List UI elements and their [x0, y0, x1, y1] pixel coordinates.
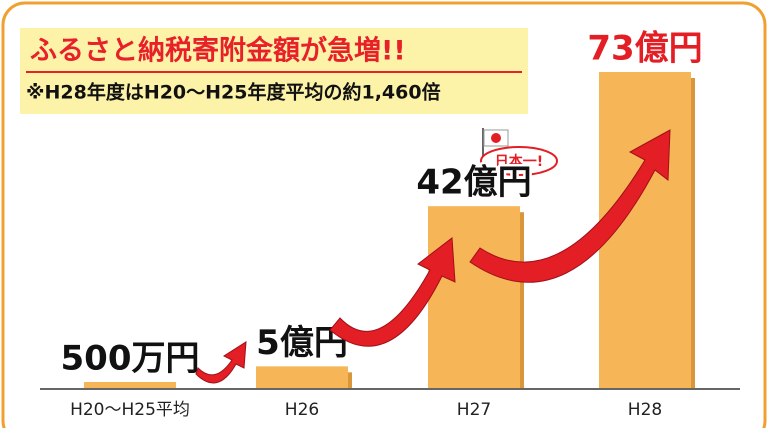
bar: [428, 206, 520, 388]
chart-subtitle: ※H28年度はH20～H25年度平均の約1,460倍: [26, 81, 441, 104]
chart: ふるさと納税寄附金額が急増!! ※H28年度はH20～H25年度平均の約1,46…: [0, 0, 768, 428]
chart-title: ふるさと納税寄附金額が急増!!: [30, 35, 406, 67]
value-label: 73億円: [587, 29, 702, 69]
x-tick-label: H26: [285, 400, 319, 420]
x-tick-label: H28: [628, 400, 662, 420]
x-tick-label: H27: [457, 400, 491, 420]
value-label: 42億円: [416, 163, 531, 203]
value-label: 500万円: [61, 339, 200, 379]
x-tick-label: H20～H25平均: [70, 400, 190, 420]
bar: [256, 366, 348, 388]
bar: [84, 382, 176, 388]
